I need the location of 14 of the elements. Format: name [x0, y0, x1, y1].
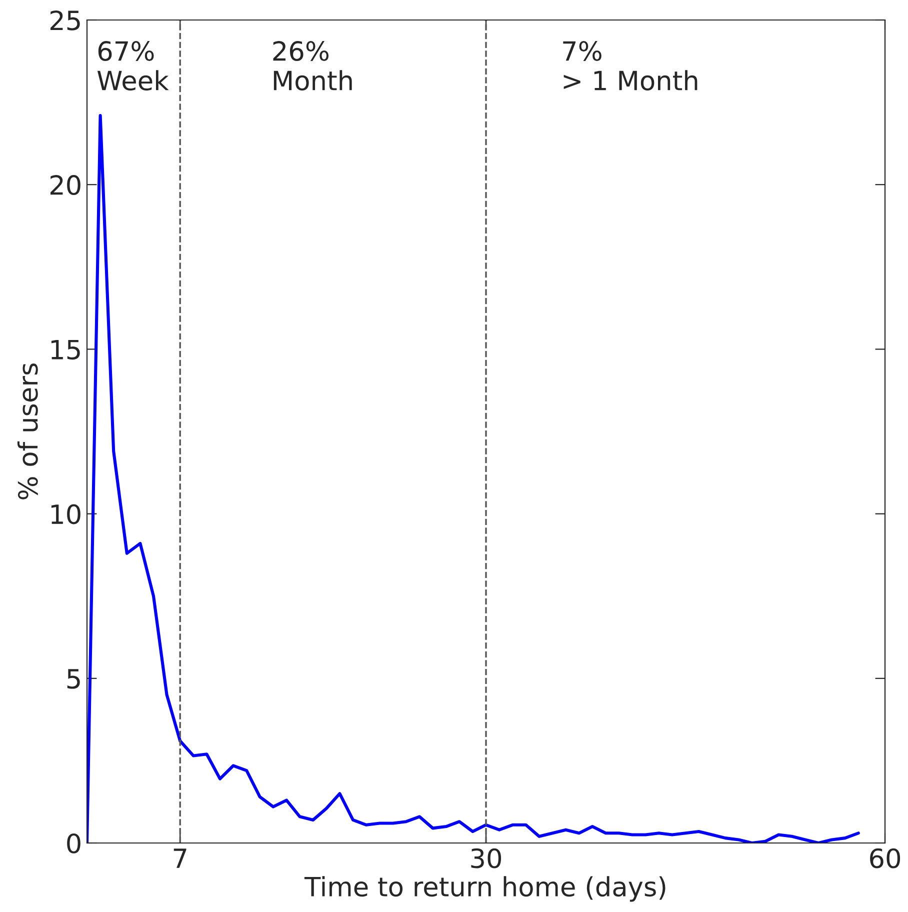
- x-tick-label: 60: [870, 848, 900, 868]
- annotation: 67% Week: [97, 41, 169, 91]
- y-tick-label: 0: [67, 833, 80, 854]
- y-tick-label: 20: [50, 175, 80, 195]
- y-axis-title: % of users: [17, 363, 38, 500]
- y-tick-label: 10: [51, 504, 80, 524]
- x-axis-title: Time to return home (days): [304, 876, 666, 902]
- y-tick-label: 5: [67, 669, 80, 689]
- x-tick-label: 30: [471, 848, 502, 868]
- y-tick-label: 25: [50, 10, 80, 30]
- annotation: 26% Month: [273, 41, 352, 91]
- annotation: 7% > 1 Month: [563, 41, 698, 91]
- y-tick-label: 15: [51, 340, 80, 360]
- x-tick-label: 7: [174, 848, 186, 868]
